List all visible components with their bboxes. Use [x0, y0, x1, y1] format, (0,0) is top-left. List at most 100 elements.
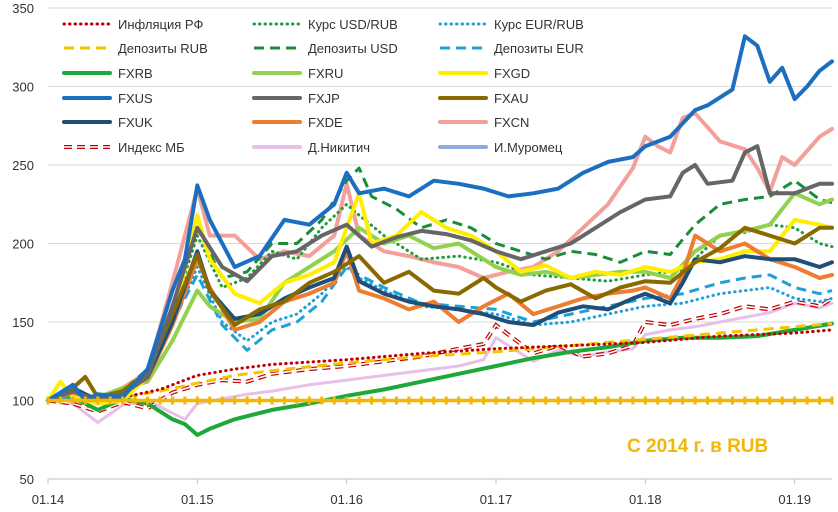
reference-marker — [245, 396, 249, 405]
reference-marker — [793, 396, 797, 405]
legend-label-fxuk: FXUK — [118, 115, 153, 130]
y-tick-label: 300 — [12, 80, 34, 95]
reference-marker — [407, 396, 411, 405]
reference-marker — [668, 396, 672, 405]
reference-marker — [606, 396, 610, 405]
reference-marker — [46, 396, 50, 405]
reference-marker — [743, 396, 747, 405]
reference-marker — [581, 396, 585, 405]
reference-marker — [643, 396, 647, 405]
x-tick-label: 01.17 — [480, 492, 513, 507]
reference-marker — [706, 396, 710, 405]
reference-marker — [394, 396, 398, 405]
reference-marker — [494, 396, 498, 405]
y-tick-label: 200 — [12, 237, 34, 252]
reference-marker — [830, 396, 834, 405]
legend-label-fxcn: FXCN — [494, 115, 529, 130]
reference-marker — [818, 396, 822, 405]
legend-label-курс-usd-rub: Курс USD/RUB — [308, 17, 398, 32]
chart-annotation: С 2014 г. в RUB — [627, 436, 768, 457]
y-axis: 50 100 150 200 250 300 350 — [12, 1, 34, 487]
reference-marker — [195, 396, 199, 405]
series-line-fxru — [46, 191, 834, 403]
reference-marker — [618, 396, 622, 405]
legend-label-депозиты-rub: Депозиты RUB — [118, 41, 208, 56]
reference-marker — [71, 396, 75, 405]
x-tick-label: 01.15 — [181, 492, 214, 507]
series-line-депозиты-rub — [47, 322, 833, 402]
legend-label-fxru: FXRU — [308, 66, 343, 81]
series-line-депозиты-usd — [47, 166, 833, 402]
reference-marker — [693, 396, 697, 405]
reference-marker — [544, 396, 548, 405]
legend-label-инфляция-рф: Инфляция РФ — [118, 17, 203, 32]
reference-marker — [768, 396, 772, 405]
legend-label-депозиты-eur: Депозиты EUR — [494, 41, 584, 56]
reference-marker — [556, 396, 560, 405]
reference-marker — [432, 396, 436, 405]
reference-marker — [332, 396, 336, 405]
y-tick-label: 100 — [12, 394, 34, 409]
reference-marker — [220, 396, 224, 405]
y-tick-label: 50 — [20, 472, 34, 487]
reference-marker — [170, 396, 174, 405]
reference-marker — [258, 396, 262, 405]
legend: Инфляция РФ Курс USD/RUB Курс EUR/RUB Депоз… — [62, 17, 584, 155]
legend-label-fxau: FXAU — [494, 91, 529, 106]
reference-marker — [755, 396, 759, 405]
reference-marker — [569, 396, 573, 405]
legend-label-и-муромец: И.Муромец — [494, 140, 563, 155]
reference-marker — [320, 396, 324, 405]
reference-marker — [233, 396, 237, 405]
legend-label-д-никитич: Д.Никитич — [308, 140, 370, 155]
reference-marker — [506, 396, 510, 405]
reference-marker — [730, 396, 734, 405]
reference-marker — [370, 396, 374, 405]
reference-marker — [133, 396, 137, 405]
reference-marker — [183, 396, 187, 405]
legend-label-индекс-мб: Индекс МБ — [118, 140, 185, 155]
reference-marker — [419, 396, 423, 405]
reference-marker — [121, 396, 125, 405]
reference-marker — [681, 396, 685, 405]
reference-marker — [631, 396, 635, 405]
x-tick-label: 01.16 — [330, 492, 363, 507]
reference-marker — [146, 396, 150, 405]
reference-marker — [594, 396, 598, 405]
y-tick-label: 150 — [12, 315, 34, 330]
reference-marker — [295, 396, 299, 405]
legend-label-fxus: FXUS — [118, 91, 153, 106]
reference-marker — [780, 396, 784, 405]
series-line-д-никитич — [46, 301, 834, 424]
reference-marker — [282, 396, 286, 405]
reference-marker — [531, 396, 535, 405]
reference-marker — [96, 396, 100, 405]
reference-marker — [345, 396, 349, 405]
series-line-fxjp — [46, 144, 834, 403]
series-line-fxus — [46, 34, 834, 403]
reference-marker — [108, 396, 112, 405]
reference-marker — [457, 396, 461, 405]
x-tick-label: 01.14 — [32, 492, 65, 507]
reference-marker — [718, 396, 722, 405]
reference-marker — [519, 396, 523, 405]
legend-label-fxjp: FXJP — [308, 91, 340, 106]
reference-marker — [382, 396, 386, 405]
series-lines — [46, 34, 834, 437]
series-line-fxrb — [46, 321, 834, 437]
reference-marker — [444, 396, 448, 405]
series-line-fxcn — [46, 111, 834, 403]
legend-label-курс-eur-rub: Курс EUR/RUB — [494, 17, 584, 32]
reference-marker — [357, 396, 361, 405]
series-line-fxgd — [46, 191, 834, 406]
legend-label-fxgd: FXGD — [494, 66, 530, 81]
series-line-inner-индекс-мб — [47, 297, 833, 413]
reference-marker — [158, 396, 162, 405]
reference-marker — [482, 396, 486, 405]
reference-marker — [58, 396, 62, 405]
reference-marker — [656, 396, 660, 405]
reference-line — [46, 396, 834, 405]
x-tick-label: 01.19 — [778, 492, 811, 507]
reference-marker — [307, 396, 311, 405]
